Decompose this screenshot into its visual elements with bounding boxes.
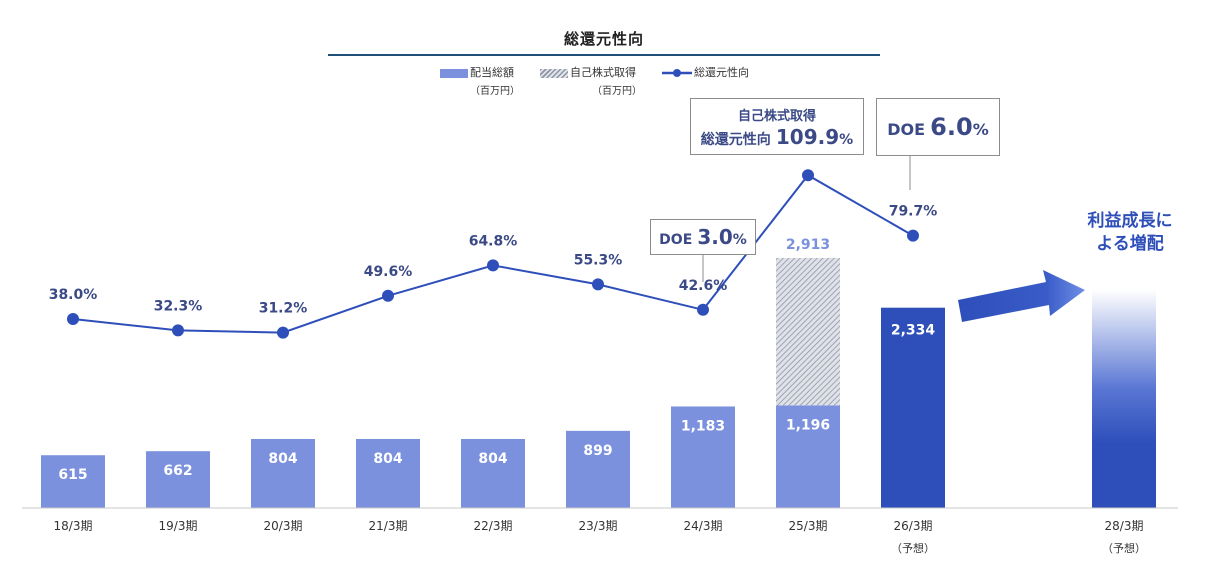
legend-swatch-dividend (440, 68, 468, 78)
tick-label-22/3期: 22/3期 (474, 519, 513, 533)
callout-buyback-25-label: 総還元性向 (700, 132, 771, 148)
chart-title: 総還元性向 (563, 30, 644, 48)
dividend-bar-23/3期 (566, 430, 630, 508)
dividend-label-24/3期: 1,183 (681, 418, 725, 434)
dividend-bar-25/3期 (776, 405, 840, 508)
callout-doe-24: DOE 3.0% (650, 219, 756, 255)
legend-item-buyback: 自己株式取得 （百万円） (540, 64, 642, 97)
growth-annotation-line1: 利益成長に (1087, 211, 1173, 231)
dividend-label-20/3期: 804 (268, 451, 297, 467)
dividend-bar-18/3期 (41, 455, 105, 508)
legend-item-payout: 総還元性向 (662, 64, 749, 80)
dividend-bar-21/3期 (356, 438, 420, 508)
payout-point-25/3期 (802, 169, 814, 182)
title-underline (328, 54, 880, 56)
legend-label-payout: 総還元性向 (694, 66, 749, 79)
payout-point-26/3期 (907, 229, 919, 242)
callout-buyback-25-value: 109.9 (775, 125, 840, 149)
payout-point-22/3期 (487, 259, 499, 272)
payout-point-24/3期 (697, 303, 709, 316)
tick-label-26/3期: 26/3期 (894, 519, 933, 533)
callout-doe-26-label: DOE (887, 120, 926, 139)
payout-point-19/3期 (172, 324, 184, 337)
dividend-label-19/3期: 662 (163, 463, 192, 479)
dividend-label-23/3期: 899 (583, 443, 612, 459)
growth-annotation: 利益成長に よる増配 (1070, 210, 1190, 256)
callout-doe-24-label: DOE (659, 232, 693, 248)
buyback-bar-25/3期 (776, 258, 840, 406)
payout-label-20/3期: 31.2% (259, 301, 308, 317)
legend-unit-buyback: （百万円） (592, 86, 642, 97)
tick-sublabel-28/3期: （予想） (1102, 541, 1146, 555)
tick-label-28/3期: 28/3期 (1105, 519, 1144, 533)
growth-annotation-line2: よる増配 (1096, 234, 1164, 254)
legend-label-buyback: 自己株式取得 (570, 66, 636, 79)
legend-unit-dividend: （百万円） (470, 86, 520, 97)
tick-label-23/3期: 23/3期 (579, 519, 618, 533)
payout-label-24/3期: 42.6% (679, 278, 728, 294)
callout-doe-24-unit: % (732, 232, 747, 248)
payout-label-26/3期: 79.7% (889, 204, 938, 220)
legend-swatch-buyback (540, 68, 568, 78)
growth-bar-28 (1092, 290, 1156, 508)
growth-arrow (958, 270, 1085, 322)
dividend-label-21/3期: 804 (373, 451, 402, 467)
dividend-bar-20/3期 (251, 438, 315, 508)
callout-doe-26: DOE 6.0% (876, 98, 1000, 156)
total-label-25/3期: 2,913 (786, 237, 830, 253)
tick-label-25/3期: 25/3期 (789, 519, 828, 533)
tick-label-24/3期: 24/3期 (684, 519, 723, 533)
payout-point-20/3期 (277, 326, 289, 339)
callout-doe-24-value: 3.0 (697, 225, 733, 249)
dividend-bar-26/3期 (881, 307, 945, 508)
dividend-bar-24/3期 (671, 406, 735, 508)
tick-label-18/3期: 18/3期 (54, 519, 93, 533)
callout-buyback-25-unit: % (839, 132, 854, 148)
dividend-bar-19/3期 (146, 451, 210, 508)
chart-title-block: 総還元性向 (328, 28, 880, 56)
callout-doe-26-value: 6.0 (930, 113, 973, 141)
dividend-label-18/3期: 615 (58, 467, 87, 483)
payout-label-19/3期: 32.3% (154, 298, 203, 314)
legend-item-dividend: 配当総額 （百万円） (440, 64, 520, 97)
payout-point-23/3期 (592, 278, 604, 291)
payout-label-23/3期: 55.3% (574, 252, 623, 268)
dividend-label-25/3期: 1,196 (786, 417, 830, 433)
callout-buyback-25-line1: 自己株式取得 (737, 109, 816, 124)
tick-label-21/3期: 21/3期 (369, 519, 408, 533)
payout-point-18/3期 (67, 313, 79, 325)
tick-label-20/3期: 20/3期 (264, 519, 303, 533)
payout-label-18/3期: 38.0% (49, 287, 98, 303)
legend-label-dividend: 配当総額 (470, 66, 514, 79)
payout-label-22/3期: 64.8% (469, 233, 518, 249)
payout-point-21/3期 (382, 289, 394, 302)
callout-doe-26-unit: % (972, 120, 989, 139)
dividend-label-26/3期: 2,334 (891, 323, 936, 339)
tick-label-19/3期: 19/3期 (159, 519, 198, 533)
dividend-bar-22/3期 (461, 438, 525, 508)
payout-label-21/3期: 49.6% (364, 264, 413, 280)
dividend-label-22/3期: 804 (478, 451, 507, 467)
callout-buyback-25: 自己株式取得 総還元性向 109.9% (690, 98, 864, 155)
tick-sublabel-26/3期: （予想） (891, 541, 935, 555)
legend-swatch-payout (662, 69, 692, 77)
